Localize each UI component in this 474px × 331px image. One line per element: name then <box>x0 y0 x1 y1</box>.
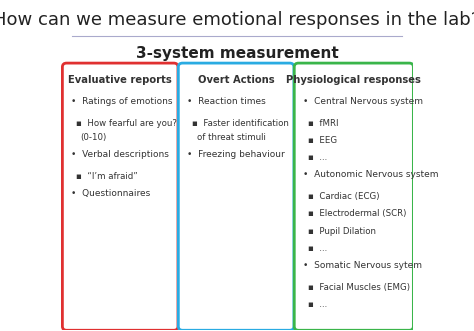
Text: Physiological responses: Physiological responses <box>286 75 421 85</box>
Text: Evaluative reports: Evaluative reports <box>68 75 172 85</box>
Text: ▪  ...: ▪ ... <box>308 300 328 309</box>
Text: •  Autonomic Nervous system: • Autonomic Nervous system <box>303 170 438 179</box>
Text: ▪  ...: ▪ ... <box>308 153 328 162</box>
Text: Overt Actions: Overt Actions <box>198 75 274 85</box>
Text: How can we measure emotional responses in the lab?: How can we measure emotional responses i… <box>0 11 474 29</box>
Text: ▪  Facial Muscles (EMG): ▪ Facial Muscles (EMG) <box>308 283 410 292</box>
Text: •  Somatic Nervous sytem: • Somatic Nervous sytem <box>303 261 422 270</box>
FancyBboxPatch shape <box>178 63 294 330</box>
Text: ▪  Cardiac (ECG): ▪ Cardiac (ECG) <box>308 192 380 202</box>
Text: •  Verbal descriptions: • Verbal descriptions <box>71 150 169 159</box>
Text: ▪  “I’m afraid”: ▪ “I’m afraid” <box>76 172 138 181</box>
Text: of threat stimuli: of threat stimuli <box>197 133 265 142</box>
Text: ▪  Pupil Dilation: ▪ Pupil Dilation <box>308 226 376 236</box>
Text: 3-system measurement: 3-system measurement <box>136 46 338 61</box>
Text: ▪  How fearful are you?: ▪ How fearful are you? <box>76 119 177 128</box>
FancyBboxPatch shape <box>294 63 413 330</box>
Text: •  Questionnaires: • Questionnaires <box>71 189 150 198</box>
Text: •  Ratings of emotions: • Ratings of emotions <box>71 97 173 106</box>
FancyBboxPatch shape <box>63 63 178 330</box>
Text: •  Reaction times: • Reaction times <box>187 97 265 106</box>
Text: ▪  Electrodermal (SCR): ▪ Electrodermal (SCR) <box>308 210 407 218</box>
Text: ▪  fMRI: ▪ fMRI <box>308 119 339 128</box>
Text: •  Freezing behaviour: • Freezing behaviour <box>187 150 284 159</box>
Text: ▪  Faster identification: ▪ Faster identification <box>192 119 289 128</box>
Text: •  Central Nervous system: • Central Nervous system <box>303 97 423 106</box>
Text: ▪  EEG: ▪ EEG <box>308 136 337 145</box>
Text: ▪  ...: ▪ ... <box>308 244 328 253</box>
Text: (0-10): (0-10) <box>81 133 107 142</box>
